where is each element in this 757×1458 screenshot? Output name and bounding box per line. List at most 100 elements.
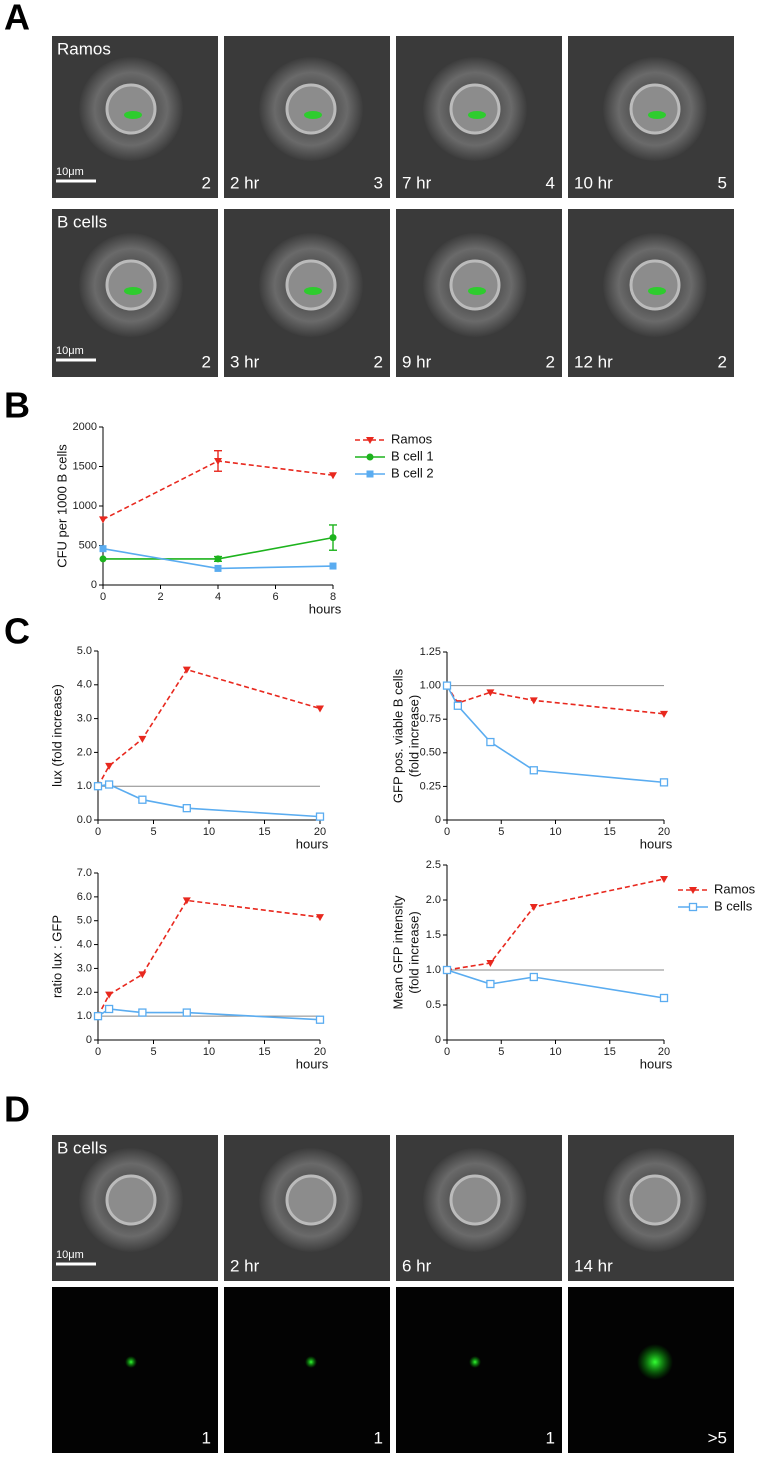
x-tick-label: 6 [272,591,278,603]
x-axis-label: hours [640,1056,673,1071]
timepoint: 7 hr [402,173,432,192]
y-tick-label: 1.0 [426,964,441,976]
x-tick-label: 5 [498,826,504,838]
marker [93,782,103,791]
bacteria [305,1356,317,1368]
x-tick-label: 0 [444,826,450,838]
bacteria [125,1356,137,1368]
cell-body [449,1174,501,1226]
bacteria-count: 5 [718,173,727,192]
series-line [97,668,321,787]
x-tick-label: 10 [549,1046,561,1058]
series-line [446,685,665,715]
row-label: Ramos [57,39,111,58]
x-tick-label: 0 [95,826,101,838]
marker [214,457,222,465]
marker [138,971,147,979]
marker [442,681,452,690]
y-tick-label: 0 [435,814,441,826]
legend-label: B cells [714,898,753,913]
y-tick-label: 4.0 [77,679,92,691]
marker [366,470,374,478]
marker [316,914,324,922]
bacteria [637,1344,673,1380]
y-tick-label: 5.0 [77,915,92,927]
marker [689,887,697,894]
bacteria [124,287,142,295]
cell-body [449,259,501,311]
marker [316,705,324,713]
timepoint: 10 hr [574,173,613,192]
y-tick-label: 0.75 [420,713,441,725]
y-tick-label: 0.25 [420,780,441,792]
x-tick-label: 5 [150,826,156,838]
y-axis-label: (fold increase) [406,695,421,777]
x-tick-label: 10 [203,1046,215,1058]
y-axis-label: ratio lux : GFP [49,915,64,998]
marker [442,965,452,975]
cell-body [285,259,337,311]
marker [486,960,495,967]
y-axis-label: lux (fold increase) [49,684,64,787]
marker [486,689,495,697]
series-line [446,969,665,999]
series-line [446,685,665,784]
marker [660,710,668,718]
marker [453,701,463,710]
bacteria-count: 2 [202,173,211,192]
marker [99,516,107,524]
cell-body [629,83,681,135]
cell-body [105,1174,157,1226]
row-label: B cells [57,212,107,231]
y-tick-label: 1.5 [426,929,441,941]
y-tick-label: 2.0 [77,986,92,998]
marker [315,1015,325,1024]
marker [182,666,191,674]
legend-label: Ramos [714,881,756,896]
y-tick-label: 0 [435,1034,441,1046]
x-tick-label: 20 [314,1046,326,1058]
y-tick-label: 2000 [73,421,97,433]
y-tick-label: 2.0 [77,746,92,758]
x-axis-label: hours [296,1056,329,1071]
timepoint: 2 hr [230,1256,260,1275]
marker [529,972,538,982]
y-tick-label: 0 [86,1034,92,1046]
x-axis-label: hours [296,836,329,851]
marker [93,1011,103,1021]
marker [105,991,114,999]
x-axis-label: hours [640,836,673,851]
scale-bar-label: 10μm [56,166,84,178]
bacteria [648,111,666,119]
bacteria-count: 4 [546,173,555,192]
scale-bar-label: 10μm [56,345,84,357]
y-tick-label: 3.0 [77,962,92,974]
bacteria-count: 2 [718,352,727,371]
bacteria-count: 1 [202,1428,211,1447]
panel-label: C [4,611,30,652]
marker [138,735,147,743]
y-axis-label: CFU per 1000 B cells [54,444,69,568]
x-tick-label: 2 [157,591,163,603]
x-tick-label: 10 [549,826,561,838]
cell-body [285,83,337,135]
y-tick-label: 0.5 [426,999,441,1011]
bacteria [468,111,486,119]
cell-body [105,83,157,135]
marker [529,697,538,705]
marker [329,472,337,480]
y-axis-label: (fold increase) [406,911,421,993]
x-tick-label: 15 [604,1046,616,1058]
bacteria [124,111,142,119]
y-tick-label: 0.0 [77,814,92,826]
x-tick-label: 20 [658,826,670,838]
y-tick-label: 1.00 [420,680,441,692]
y-tick-label: 1.25 [420,646,441,658]
panel-label: D [4,1089,30,1130]
marker [366,437,374,444]
y-tick-label: 1500 [73,460,97,472]
x-tick-label: 15 [604,826,616,838]
marker [329,562,337,570]
y-axis-label: GFP pos. viable B cells [390,668,405,803]
